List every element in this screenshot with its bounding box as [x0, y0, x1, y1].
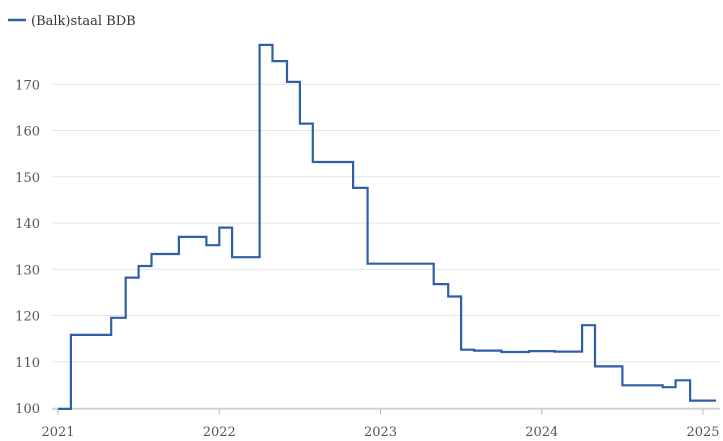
y-tick-label: 170 — [15, 78, 40, 93]
series-group — [58, 43, 716, 410]
y-axis-ticks: 100 110 120 130 140 150 160 170 — [15, 78, 40, 417]
y-tick-label: 160 — [15, 125, 40, 140]
legend-label: (Balk)staal BDB — [31, 14, 136, 29]
x-tick-label: 2025 — [686, 425, 719, 440]
legend: (Balk)staal BDB — [8, 14, 136, 29]
x-tick-label: 2024 — [525, 425, 558, 440]
x-axis-ticks: 2021 2022 2023 2024 2025 — [41, 409, 720, 440]
y-tick-label: 100 — [15, 402, 40, 417]
y-gridlines — [52, 83, 720, 409]
x-tick-label: 2021 — [41, 425, 74, 440]
y-tick-label: 130 — [15, 263, 40, 278]
y-tick-label: 140 — [15, 217, 40, 232]
series-line — [58, 43, 716, 410]
x-tick-label: 2022 — [203, 425, 236, 440]
y-tick-label: 120 — [15, 310, 40, 325]
x-tick-label: 2023 — [364, 425, 397, 440]
y-tick-label: 110 — [15, 356, 40, 371]
y-tick-label: 150 — [15, 171, 40, 186]
